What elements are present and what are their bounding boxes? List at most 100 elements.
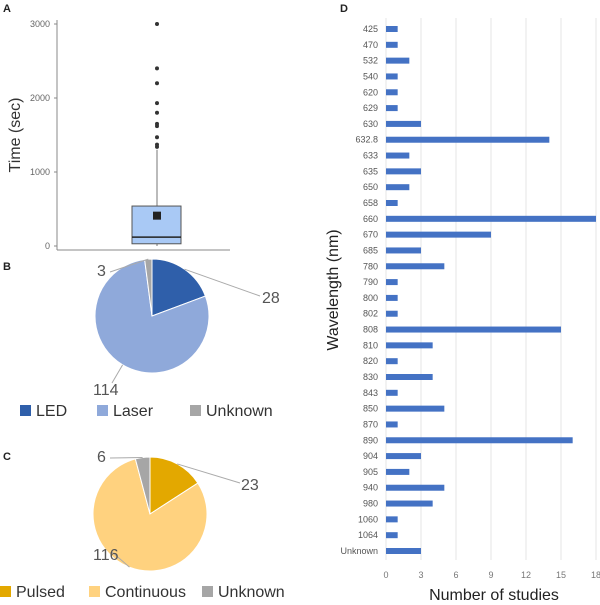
legend-label: LED (36, 403, 67, 420)
y-tick-label: 1064 (358, 530, 378, 540)
bar-850 (386, 405, 445, 412)
leader-line (109, 258, 149, 273)
leader-line (177, 463, 241, 484)
leader-line (111, 364, 124, 384)
x-tick-label: 12 (521, 570, 531, 580)
data-label: 116 (93, 547, 119, 564)
bar-1060 (386, 516, 398, 523)
y-tick-label: 0 (45, 241, 50, 251)
y-tick-label: 904 (363, 451, 378, 461)
panel-label-D: D (340, 3, 348, 15)
bar-470 (386, 41, 398, 48)
y-tick-label: 1060 (358, 514, 378, 524)
bar-532 (386, 57, 410, 64)
bar-870 (386, 421, 398, 428)
outlier-point (155, 121, 159, 126)
bar-1064 (386, 532, 398, 539)
y-tick-label: 850 (363, 404, 378, 414)
legend-swatch (97, 405, 108, 416)
legend-label: Continuous (105, 584, 186, 601)
y-tick-label: 658 (363, 198, 378, 208)
bar-630 (386, 120, 421, 127)
y-tick-label: 802 (363, 309, 378, 319)
leader-line (109, 456, 143, 459)
bar-905 (386, 468, 410, 475)
y-tick-label: 830 (363, 372, 378, 382)
y-tick-label: 685 (363, 245, 378, 255)
y-tick-label: 890 (363, 435, 378, 445)
y-tick-label: Unknown (340, 546, 378, 556)
legend-label: Pulsed (16, 584, 65, 601)
x-tick-label: 9 (488, 570, 493, 580)
data-label: 6 (97, 449, 106, 466)
bar-632.8 (386, 136, 550, 143)
bar-820 (386, 358, 398, 365)
y-tick-label: 2000 (30, 93, 50, 103)
bar-660 (386, 215, 596, 222)
bar-810 (386, 342, 433, 349)
bar-685 (386, 247, 421, 254)
y-tick-label: 940 (363, 483, 378, 493)
bar-650 (386, 184, 410, 191)
leader-line (111, 551, 130, 568)
legend-swatch (89, 586, 100, 597)
legend-swatch (190, 405, 201, 416)
bar-790 (386, 279, 398, 286)
pie-slice-pulsed (149, 456, 199, 515)
bar-940 (386, 484, 445, 491)
y-tick-label: 3000 (30, 19, 50, 29)
y-tick-label: 905 (363, 467, 378, 477)
y-tick-label: 1000 (30, 167, 50, 177)
pie-slice-continuous (92, 458, 208, 572)
bar-904 (386, 453, 421, 460)
x-axis-label: Number of studies (429, 587, 559, 604)
x-tick-label: 18 (591, 570, 600, 580)
bar-635 (386, 168, 421, 175)
bar-425 (386, 26, 398, 32)
legend-swatch (202, 586, 213, 597)
y-tick-label: 820 (363, 356, 378, 366)
bar-843 (386, 389, 398, 396)
y-tick-label: 790 (363, 277, 378, 287)
bar-980 (386, 500, 433, 507)
outlier-point (155, 142, 159, 147)
bar-808 (386, 326, 561, 333)
bar-620 (386, 89, 398, 96)
data-label: 28 (262, 290, 280, 307)
y-axis-label: Wavelength (nm) (325, 229, 342, 350)
y-tick-label: 632.8 (355, 135, 378, 145)
leader-line (184, 268, 261, 297)
outlier-point (155, 110, 159, 115)
x-tick-label: 6 (453, 570, 458, 580)
outlier-point (155, 66, 159, 71)
y-tick-label: 808 (363, 325, 378, 335)
y-tick-label: 532 (363, 56, 378, 66)
y-tick-label: 425 (363, 24, 378, 34)
y-tick-label: 620 (363, 87, 378, 97)
legend-label: Unknown (206, 403, 273, 420)
x-tick-label: 15 (556, 570, 566, 580)
y-tick-label: 870 (363, 419, 378, 429)
bar-800 (386, 294, 398, 301)
bar-540 (386, 73, 398, 80)
y-tick-label: 650 (363, 182, 378, 192)
legend-swatch (20, 405, 31, 416)
y-tick-label: 660 (363, 214, 378, 224)
y-tick-label: 780 (363, 261, 378, 271)
data-label: 23 (241, 477, 259, 494)
pie-slice-laser (94, 258, 210, 374)
data-label: 114 (93, 382, 119, 399)
y-tick-label: 810 (363, 340, 378, 350)
y-tick-label: 629 (363, 103, 378, 113)
bar-629 (386, 105, 398, 112)
bar-670 (386, 231, 491, 238)
panel-label-A: A (3, 3, 11, 15)
y-tick-label: 470 (363, 40, 378, 50)
bar-633 (386, 152, 410, 159)
y-axis-label: Time (sec) (7, 98, 24, 173)
y-tick-label: 670 (363, 230, 378, 240)
pie-slice-unknown (134, 456, 151, 515)
outlier-point (155, 22, 159, 26)
